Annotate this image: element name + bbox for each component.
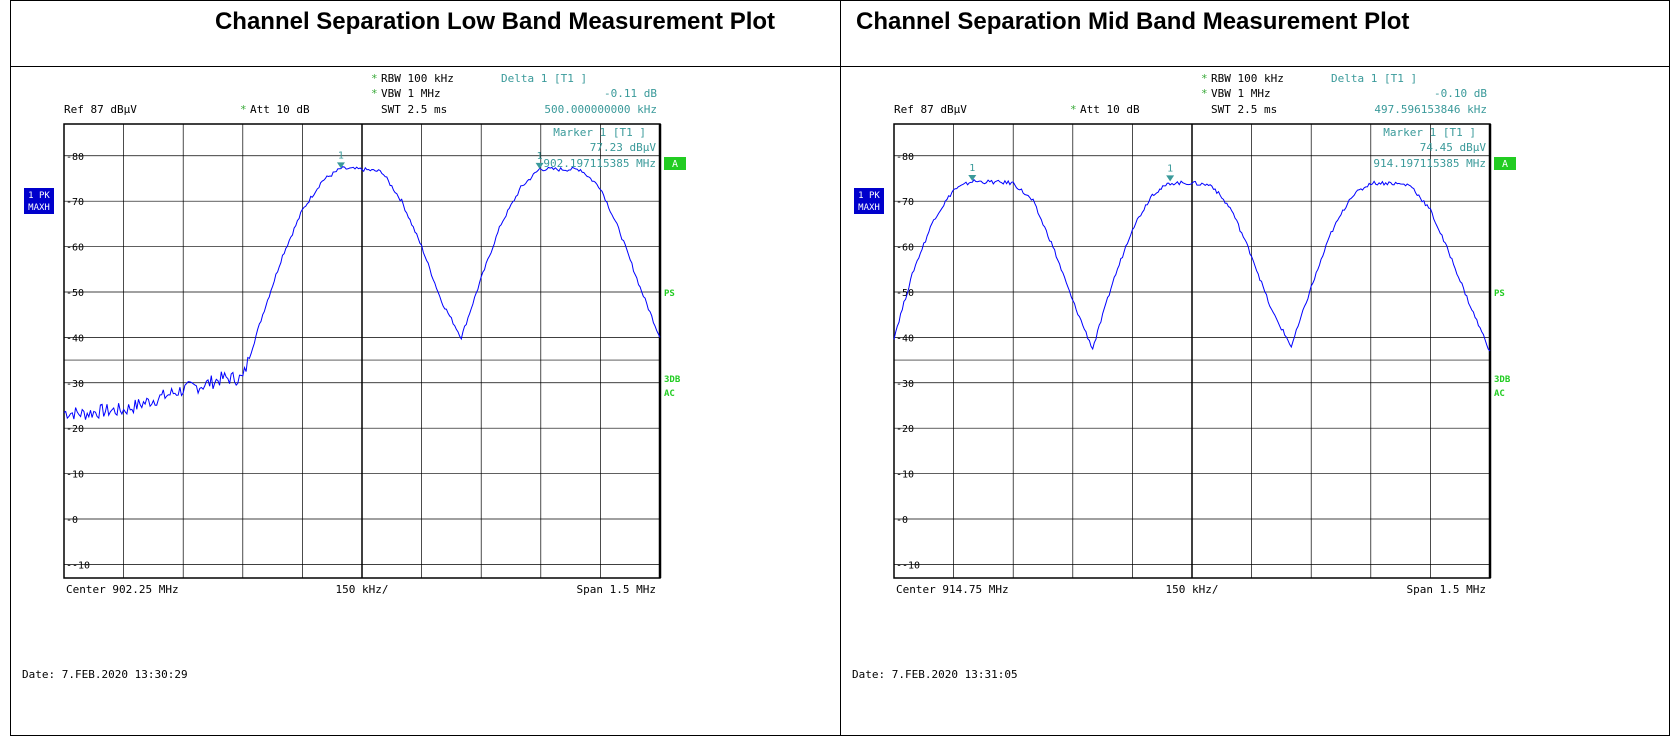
marker-frequency: 914.197115385 MHz [1373, 157, 1486, 170]
y-tick-label: --10 [66, 560, 90, 571]
tag-ac: AC [664, 389, 675, 399]
y-tick-label: -50 [896, 288, 914, 299]
capture-date: Date: 7.FEB.2020 13:31:05 [852, 668, 1018, 681]
y-tick-label: -60 [66, 243, 84, 254]
marker-number: 1 [537, 151, 543, 162]
capture-date: Date: 7.FEB.2020 13:30:29 [22, 668, 188, 681]
trace-mode-maxh: MAXH [28, 203, 50, 213]
att-setting: Att 10 dB [1080, 103, 1140, 116]
marker-number: 1 [969, 163, 975, 174]
vbw-star: * [371, 87, 378, 100]
delta-label: Delta 1 [T1 ] [501, 72, 587, 85]
marker-triangle [535, 162, 544, 169]
rbw-setting: RBW 100 kHz [1211, 72, 1284, 85]
y-tick-label: --10 [896, 560, 920, 571]
frequency-per-division: 150 kHz/ [336, 583, 389, 596]
marker-triangle [1166, 175, 1175, 182]
y-tick-label: -30 [66, 379, 84, 390]
frequency-span: Span 1.5 MHz [1407, 583, 1486, 596]
y-tick-label: -40 [896, 333, 914, 344]
trace-mode-box [24, 188, 54, 214]
tag-a: A [672, 159, 678, 170]
ref-level: Ref 87 dBµV [64, 103, 137, 116]
y-tick-label: -80 [66, 152, 84, 163]
tag-ps: PS [664, 289, 675, 299]
rbw-setting: RBW 100 kHz [381, 72, 454, 85]
swt-setting: SWT 2.5 ms [381, 103, 447, 116]
vbw-setting: VBW 1 MHz [1211, 87, 1271, 100]
tag-a-box [664, 157, 686, 170]
att-star: * [1070, 103, 1077, 116]
frequency-per-division: 150 kHz/ [1166, 583, 1219, 596]
marker-label: Marker 1 [T1 ] [1383, 126, 1476, 139]
delta-label: Delta 1 [T1 ] [1331, 72, 1417, 85]
center-frequency: Center 902.25 MHz [66, 583, 179, 596]
att-setting: Att 10 dB [250, 103, 310, 116]
plot-title-low-band: Channel Separation Low Band Measurement … [214, 8, 776, 35]
rbw-star: * [371, 72, 378, 85]
delta-value: -0.11 dB [604, 87, 657, 100]
y-tick-label: -10 [66, 470, 84, 481]
delta-frequency: 500.000000000 kHz [544, 103, 657, 116]
plot-title-mid-band: Channel Separation Mid Band Measurement … [856, 8, 1410, 35]
center-frequency: Center 914.75 MHz [896, 583, 1009, 596]
delta-value: -0.10 dB [1434, 87, 1487, 100]
tag-a-box [1494, 157, 1516, 170]
y-tick-label: -20 [896, 424, 914, 435]
y-tick-label: -30 [896, 379, 914, 390]
marker-number: 1 [1167, 163, 1173, 174]
y-tick-label: -40 [66, 333, 84, 344]
trace-mode-maxh: MAXH [858, 203, 880, 213]
y-tick-label: -0 [896, 515, 908, 526]
trace-mode-1pk: 1 PK [858, 191, 880, 201]
swt-setting: SWT 2.5 ms [1211, 103, 1277, 116]
marker-label: Marker 1 [T1 ] [553, 126, 646, 139]
marker-triangle [336, 162, 345, 169]
marker-frequency: 902.197115385 MHz [543, 157, 656, 170]
rbw-star: * [1201, 72, 1208, 85]
y-tick-label: -0 [66, 515, 78, 526]
y-tick-label: -50 [66, 288, 84, 299]
y-tick-label: -70 [66, 197, 84, 208]
trace-mode-1pk: 1 PK [28, 191, 50, 201]
tag-3db: 3DB [664, 375, 681, 385]
tag-ps: PS [1494, 289, 1505, 299]
delta-frequency: 497.596153846 kHz [1374, 103, 1487, 116]
y-tick-label: -70 [896, 197, 914, 208]
spectrum-trace [63, 166, 661, 420]
ref-level: Ref 87 dBµV [894, 103, 967, 116]
marker-value: 77.23 dBµV [590, 141, 657, 154]
spectrum-trace [893, 178, 1491, 352]
y-tick-label: -60 [896, 243, 914, 254]
trace-mode-box [854, 188, 884, 214]
y-tick-label: -80 [896, 152, 914, 163]
tag-3db: 3DB [1494, 375, 1511, 385]
marker-triangle [968, 174, 977, 181]
marker-value: 74.45 dBµV [1420, 141, 1487, 154]
att-star: * [240, 103, 247, 116]
tag-ac: AC [1494, 389, 1505, 399]
y-tick-label: -20 [66, 424, 84, 435]
marker-number: 1 [338, 150, 344, 161]
vbw-star: * [1201, 87, 1208, 100]
y-tick-label: -10 [896, 470, 914, 481]
tag-a: A [1502, 159, 1508, 170]
vbw-setting: VBW 1 MHz [381, 87, 441, 100]
frequency-span: Span 1.5 MHz [577, 583, 656, 596]
